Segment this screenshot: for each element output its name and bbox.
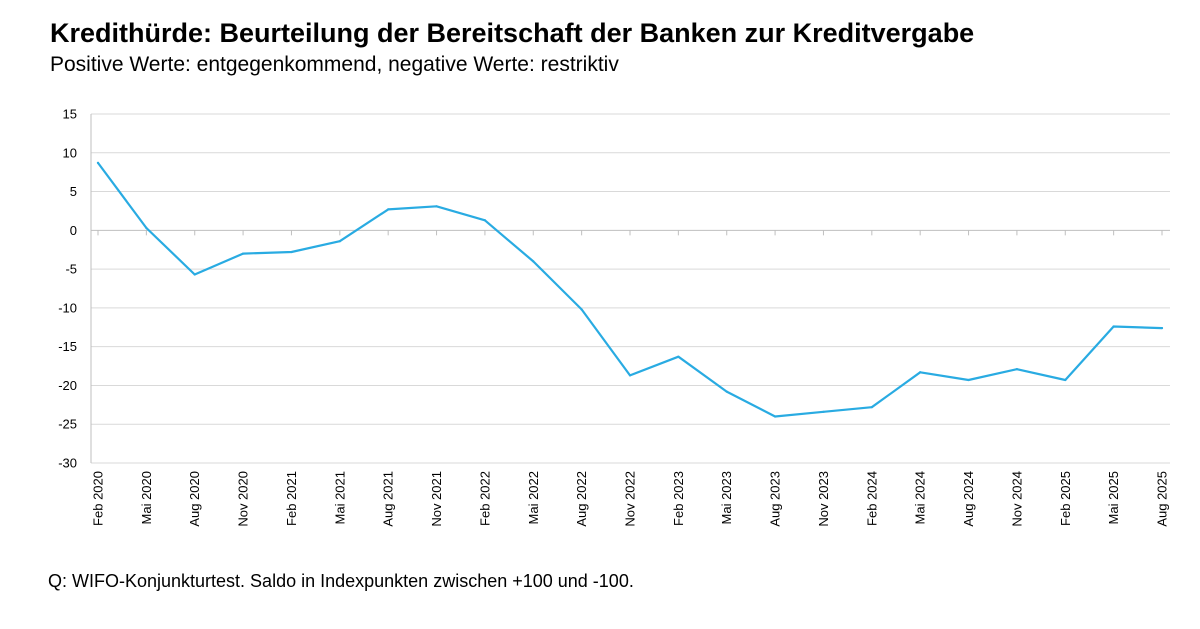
data-point bbox=[580, 308, 583, 311]
x-tick-label: Aug 2024 bbox=[961, 471, 976, 527]
gridlines bbox=[91, 113, 1170, 464]
x-tick-label: Mai 2025 bbox=[1106, 471, 1121, 524]
x-axis-tick-labels: Feb 2020 Mai 2020 Aug 2020 Nov 2020 Feb 2021… bbox=[91, 471, 1170, 527]
x-tick-label: Nov 2023 bbox=[816, 471, 831, 527]
y-tick-label: -10 bbox=[58, 300, 77, 315]
data-point bbox=[967, 378, 970, 382]
data-point bbox=[532, 260, 535, 263]
data-point bbox=[677, 355, 680, 358]
x-tick-label: Feb 2023 bbox=[671, 471, 686, 526]
data-point bbox=[1064, 378, 1067, 382]
y-tick-label: -30 bbox=[58, 456, 77, 471]
x-tick-label: Feb 2025 bbox=[1058, 471, 1073, 526]
x-tick-label: Nov 2022 bbox=[623, 471, 638, 527]
series-line bbox=[96, 161, 1164, 418]
x-tick-label: Aug 2025 bbox=[1155, 471, 1170, 527]
data-point bbox=[628, 374, 632, 377]
data-point bbox=[193, 273, 196, 276]
x-tick-label: Mai 2023 bbox=[719, 471, 734, 524]
data-point bbox=[1112, 325, 1115, 328]
data-point bbox=[725, 390, 728, 393]
data-point bbox=[1160, 326, 1164, 330]
y-tick-label: -15 bbox=[58, 339, 77, 354]
data-point bbox=[483, 219, 487, 222]
x-tick-label: Feb 2024 bbox=[864, 471, 879, 526]
x-tick-label: Feb 2020 bbox=[91, 471, 106, 526]
data-point bbox=[145, 226, 148, 230]
axes bbox=[90, 114, 1170, 463]
source-note: Q: WIFO-Konjunkturtest. Saldo in Indexpu… bbox=[48, 571, 634, 591]
y-tick-label: 15 bbox=[63, 107, 77, 122]
y-tick-label: 10 bbox=[63, 145, 77, 160]
data-point bbox=[1015, 368, 1019, 371]
y-tick-label: 0 bbox=[70, 223, 77, 238]
x-tick-label: Mai 2020 bbox=[139, 471, 154, 524]
data-point bbox=[290, 250, 293, 254]
x-tick-label: Aug 2020 bbox=[187, 471, 202, 527]
y-axis-tick-labels: 15 10 5 0 -5 -10 -15 -20 -25 -30 bbox=[58, 107, 77, 471]
x-tick-label: Mai 2022 bbox=[526, 471, 541, 524]
series-group bbox=[96, 161, 1164, 418]
x-tick-label: Aug 2021 bbox=[381, 471, 396, 527]
y-tick-label: -25 bbox=[58, 417, 77, 432]
data-point bbox=[773, 415, 777, 418]
data-point bbox=[96, 161, 100, 164]
data-point bbox=[241, 252, 245, 255]
x-tick-label: Nov 2024 bbox=[1009, 471, 1024, 527]
chart-subtitle: Positive Werte: entgegenkommend, negativ… bbox=[50, 53, 619, 76]
data-point bbox=[822, 410, 825, 413]
x-tick-label: Nov 2021 bbox=[429, 471, 444, 527]
data-point bbox=[387, 208, 390, 211]
data-point bbox=[338, 240, 341, 243]
y-tick-label: -20 bbox=[58, 378, 77, 393]
x-tick-label: Mai 2024 bbox=[913, 471, 928, 524]
x-tick-label: Feb 2021 bbox=[284, 471, 299, 526]
x-tick-label: Nov 2020 bbox=[236, 471, 251, 527]
data-point bbox=[870, 406, 873, 409]
y-tick-label: 5 bbox=[70, 184, 77, 199]
x-tick-label: Aug 2023 bbox=[768, 471, 783, 527]
data-point bbox=[919, 371, 922, 374]
x-tick-label: Feb 2022 bbox=[477, 471, 492, 526]
chart-title: Kredithürde: Beurteilung der Bereitschaf… bbox=[50, 18, 975, 48]
x-tick-label: Mai 2021 bbox=[332, 471, 347, 524]
y-tick-label: -5 bbox=[65, 262, 77, 277]
x-tick-label: Aug 2022 bbox=[574, 471, 589, 527]
data-point bbox=[435, 205, 438, 208]
